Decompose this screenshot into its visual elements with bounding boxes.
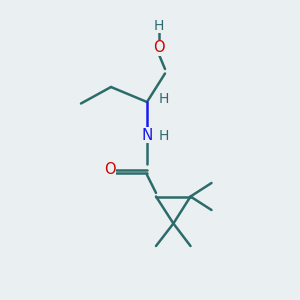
Text: O: O bbox=[104, 162, 115, 177]
Text: H: H bbox=[158, 130, 169, 143]
Text: H: H bbox=[154, 19, 164, 32]
Text: H: H bbox=[158, 92, 169, 106]
Text: O: O bbox=[153, 40, 165, 56]
Text: N: N bbox=[141, 128, 153, 142]
